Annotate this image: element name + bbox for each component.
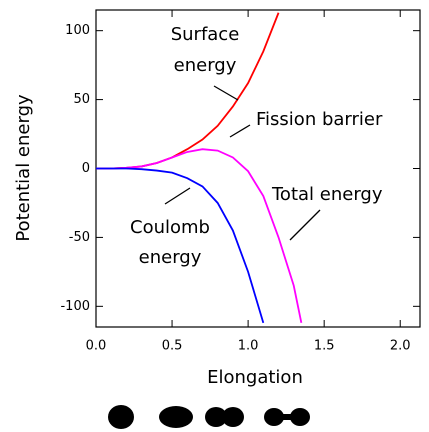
y-tick-label: -50 — [69, 230, 90, 245]
scission-neck — [272, 414, 302, 420]
y-tick-label: 50 — [73, 92, 90, 107]
annotation: energy — [174, 55, 237, 76]
annotation: Coulomb — [130, 217, 210, 238]
x-tick-label: 0.0 — [86, 339, 107, 354]
neck-shape-right — [222, 407, 244, 427]
series-line — [96, 148, 303, 324]
x-tick-label: 0.5 — [162, 339, 183, 354]
ellipsoid-shape — [159, 406, 193, 428]
sphere-shape — [108, 405, 134, 429]
y-axis-label: Potential energy — [13, 94, 34, 242]
annotation: Surface — [171, 24, 240, 45]
annotation-pointer — [164, 187, 191, 205]
annotation: energy — [139, 247, 202, 268]
x-axis-label: Elongation — [207, 367, 303, 388]
y-tick-label: 100 — [65, 23, 90, 38]
x-tick-label: 2.0 — [390, 339, 411, 354]
annotation-pointer — [289, 209, 321, 241]
annotation-pointer — [213, 85, 239, 101]
x-tick-label: 1.0 — [238, 339, 259, 354]
annotation-pointer — [229, 124, 251, 138]
annotation: Fission barrier — [256, 109, 383, 130]
series-line — [96, 167, 265, 324]
y-tick-label: -100 — [60, 299, 90, 314]
y-tick-label: 0 — [82, 161, 90, 176]
plot-frame — [95, 9, 421, 328]
x-tick-label: 1.5 — [314, 339, 335, 354]
shapes — [108, 405, 310, 429]
annotation: Total energy — [271, 184, 383, 205]
neck-shape-left — [205, 407, 227, 427]
